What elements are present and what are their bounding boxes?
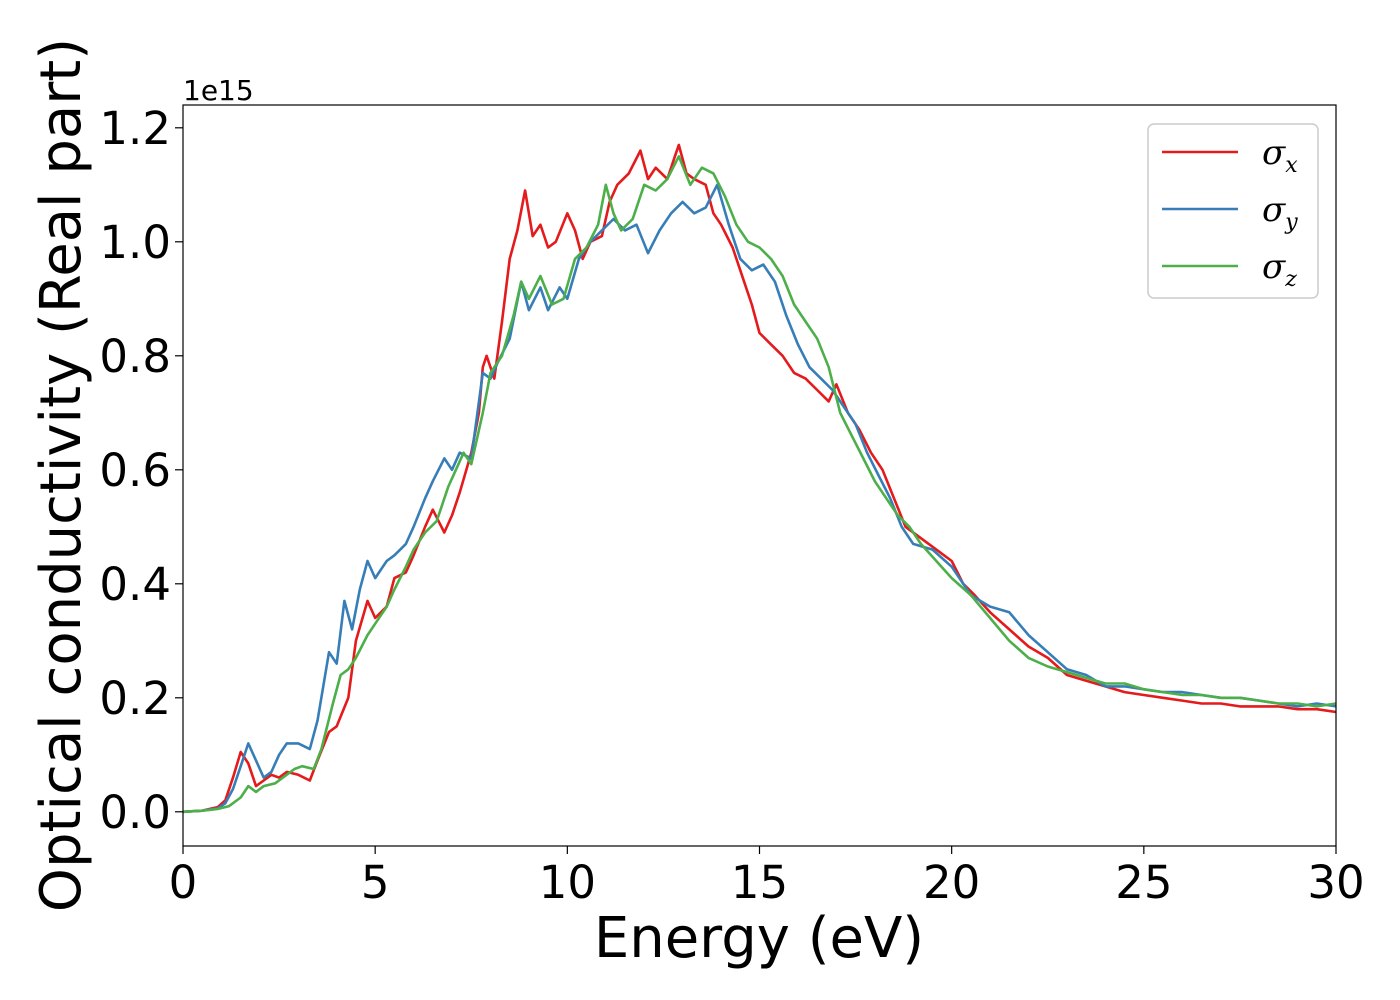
series-line-z [182, 155, 1337, 814]
plot-area [183, 105, 1336, 846]
legend-box [1147, 123, 1319, 299]
y-tick-label: 0.8 [99, 330, 171, 383]
legend-label-y: σy [1262, 190, 1298, 235]
legend: σx σy σz [1147, 123, 1319, 299]
x-tick-label: 30 [1307, 856, 1364, 909]
x-tick-label: 10 [539, 856, 596, 909]
y-axis-ticks: 0.0 0.2 0.4 0.6 0.8 1.0 1.2 [99, 102, 183, 839]
x-tick-label: 5 [361, 856, 390, 909]
x-tick-label: 25 [1115, 856, 1172, 909]
y-tick-label: 0.0 [99, 786, 171, 839]
y-tick-label: 0.6 [99, 444, 171, 497]
y-tick-label: 1.0 [99, 216, 171, 269]
x-tick-label: 20 [923, 856, 980, 909]
series-line-x [182, 143, 1337, 814]
y-axis-title: Optical conductivity (Real part) [29, 38, 94, 912]
y-offset-label: 1e15 [183, 74, 254, 107]
y-tick-label: 0.2 [99, 672, 171, 725]
x-tick-label: 0 [169, 856, 198, 909]
y-tick-label: 0.4 [99, 558, 171, 611]
series-line-y [182, 183, 1337, 814]
legend-label-x: σx [1262, 133, 1298, 178]
x-tick-label: 15 [731, 856, 788, 909]
x-axis-ticks: 0 5 10 15 20 25 30 [169, 846, 1365, 909]
y-tick-label: 1.2 [99, 102, 171, 155]
series-layer [182, 143, 1337, 814]
legend-label-z: σz [1262, 247, 1297, 292]
x-axis-title: Energy (eV) [594, 906, 924, 971]
